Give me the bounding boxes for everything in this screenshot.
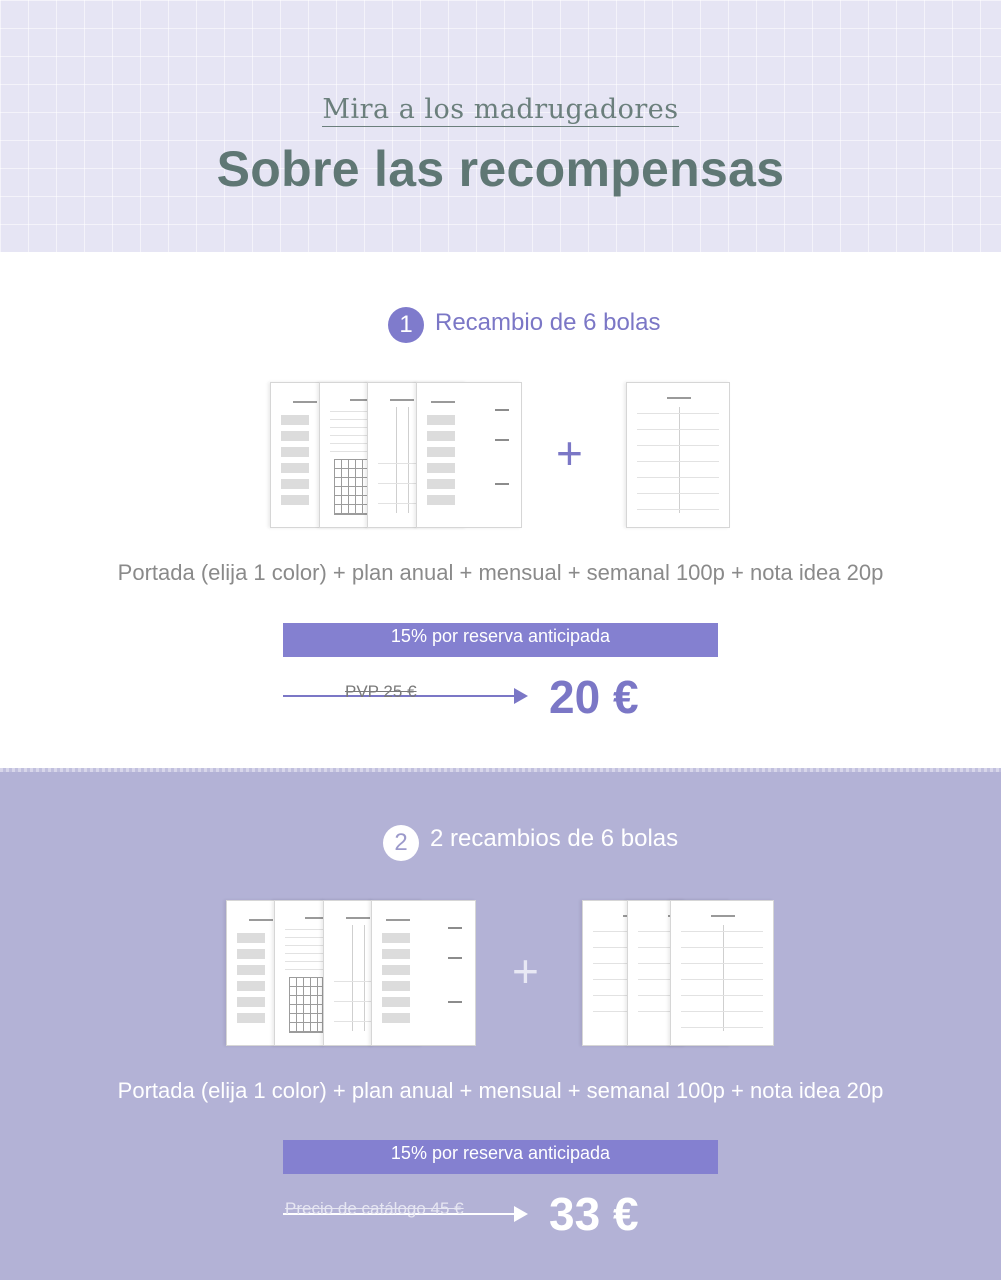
kicker: Mira a los madrugadores (0, 94, 1001, 127)
early-bird-banner-1: 15% por reserva anticipada (283, 623, 718, 657)
old-price-1: PVP 25 € (345, 682, 417, 701)
planner-page-notes (371, 900, 476, 1046)
reward-description-1: Portada (elija 1 color) + plan anual + m… (117, 560, 884, 585)
kicker-text: Mira a los madrugadores (322, 94, 679, 127)
weekly-refill-image-1 (626, 382, 730, 528)
arrow-head-icon (514, 688, 528, 704)
planner-page-notes (416, 382, 522, 528)
arrow-head-icon (514, 1206, 528, 1222)
planner-page-weekly-refill (626, 382, 730, 528)
plus-icon: + (512, 945, 539, 997)
planner-set-image-1 (270, 382, 522, 528)
header: Mira a los madrugadores Sobre las recomp… (0, 0, 1001, 252)
early-bird-banner-2: 15% por reserva anticipada (283, 1140, 718, 1174)
reward-description-2: Portada (elija 1 color) + plan anual + m… (117, 1078, 884, 1103)
plus-icon: + (556, 427, 583, 479)
price-1: 20 € (549, 671, 639, 723)
planner-page-weekly-refill (670, 900, 774, 1046)
weekly-refill-image-2 (582, 900, 774, 1046)
arrow-right-icon (283, 695, 515, 697)
reward-title-2: 2 recambios de 6 bolas (430, 825, 679, 852)
reward-section-2 (0, 768, 1001, 1280)
arrow-right-icon (283, 1213, 515, 1215)
planner-set-image-2 (226, 900, 476, 1046)
reward-number-badge-2: 2 (383, 825, 419, 861)
page-title: Sobre las recompensas (216, 141, 785, 197)
reward-number-badge-1: 1 (388, 307, 424, 343)
price-2: 33 € (549, 1188, 639, 1240)
old-price-2: Precio de catálogo 45 € (285, 1199, 464, 1218)
reward-title-1: Recambio de 6 bolas (435, 309, 661, 336)
